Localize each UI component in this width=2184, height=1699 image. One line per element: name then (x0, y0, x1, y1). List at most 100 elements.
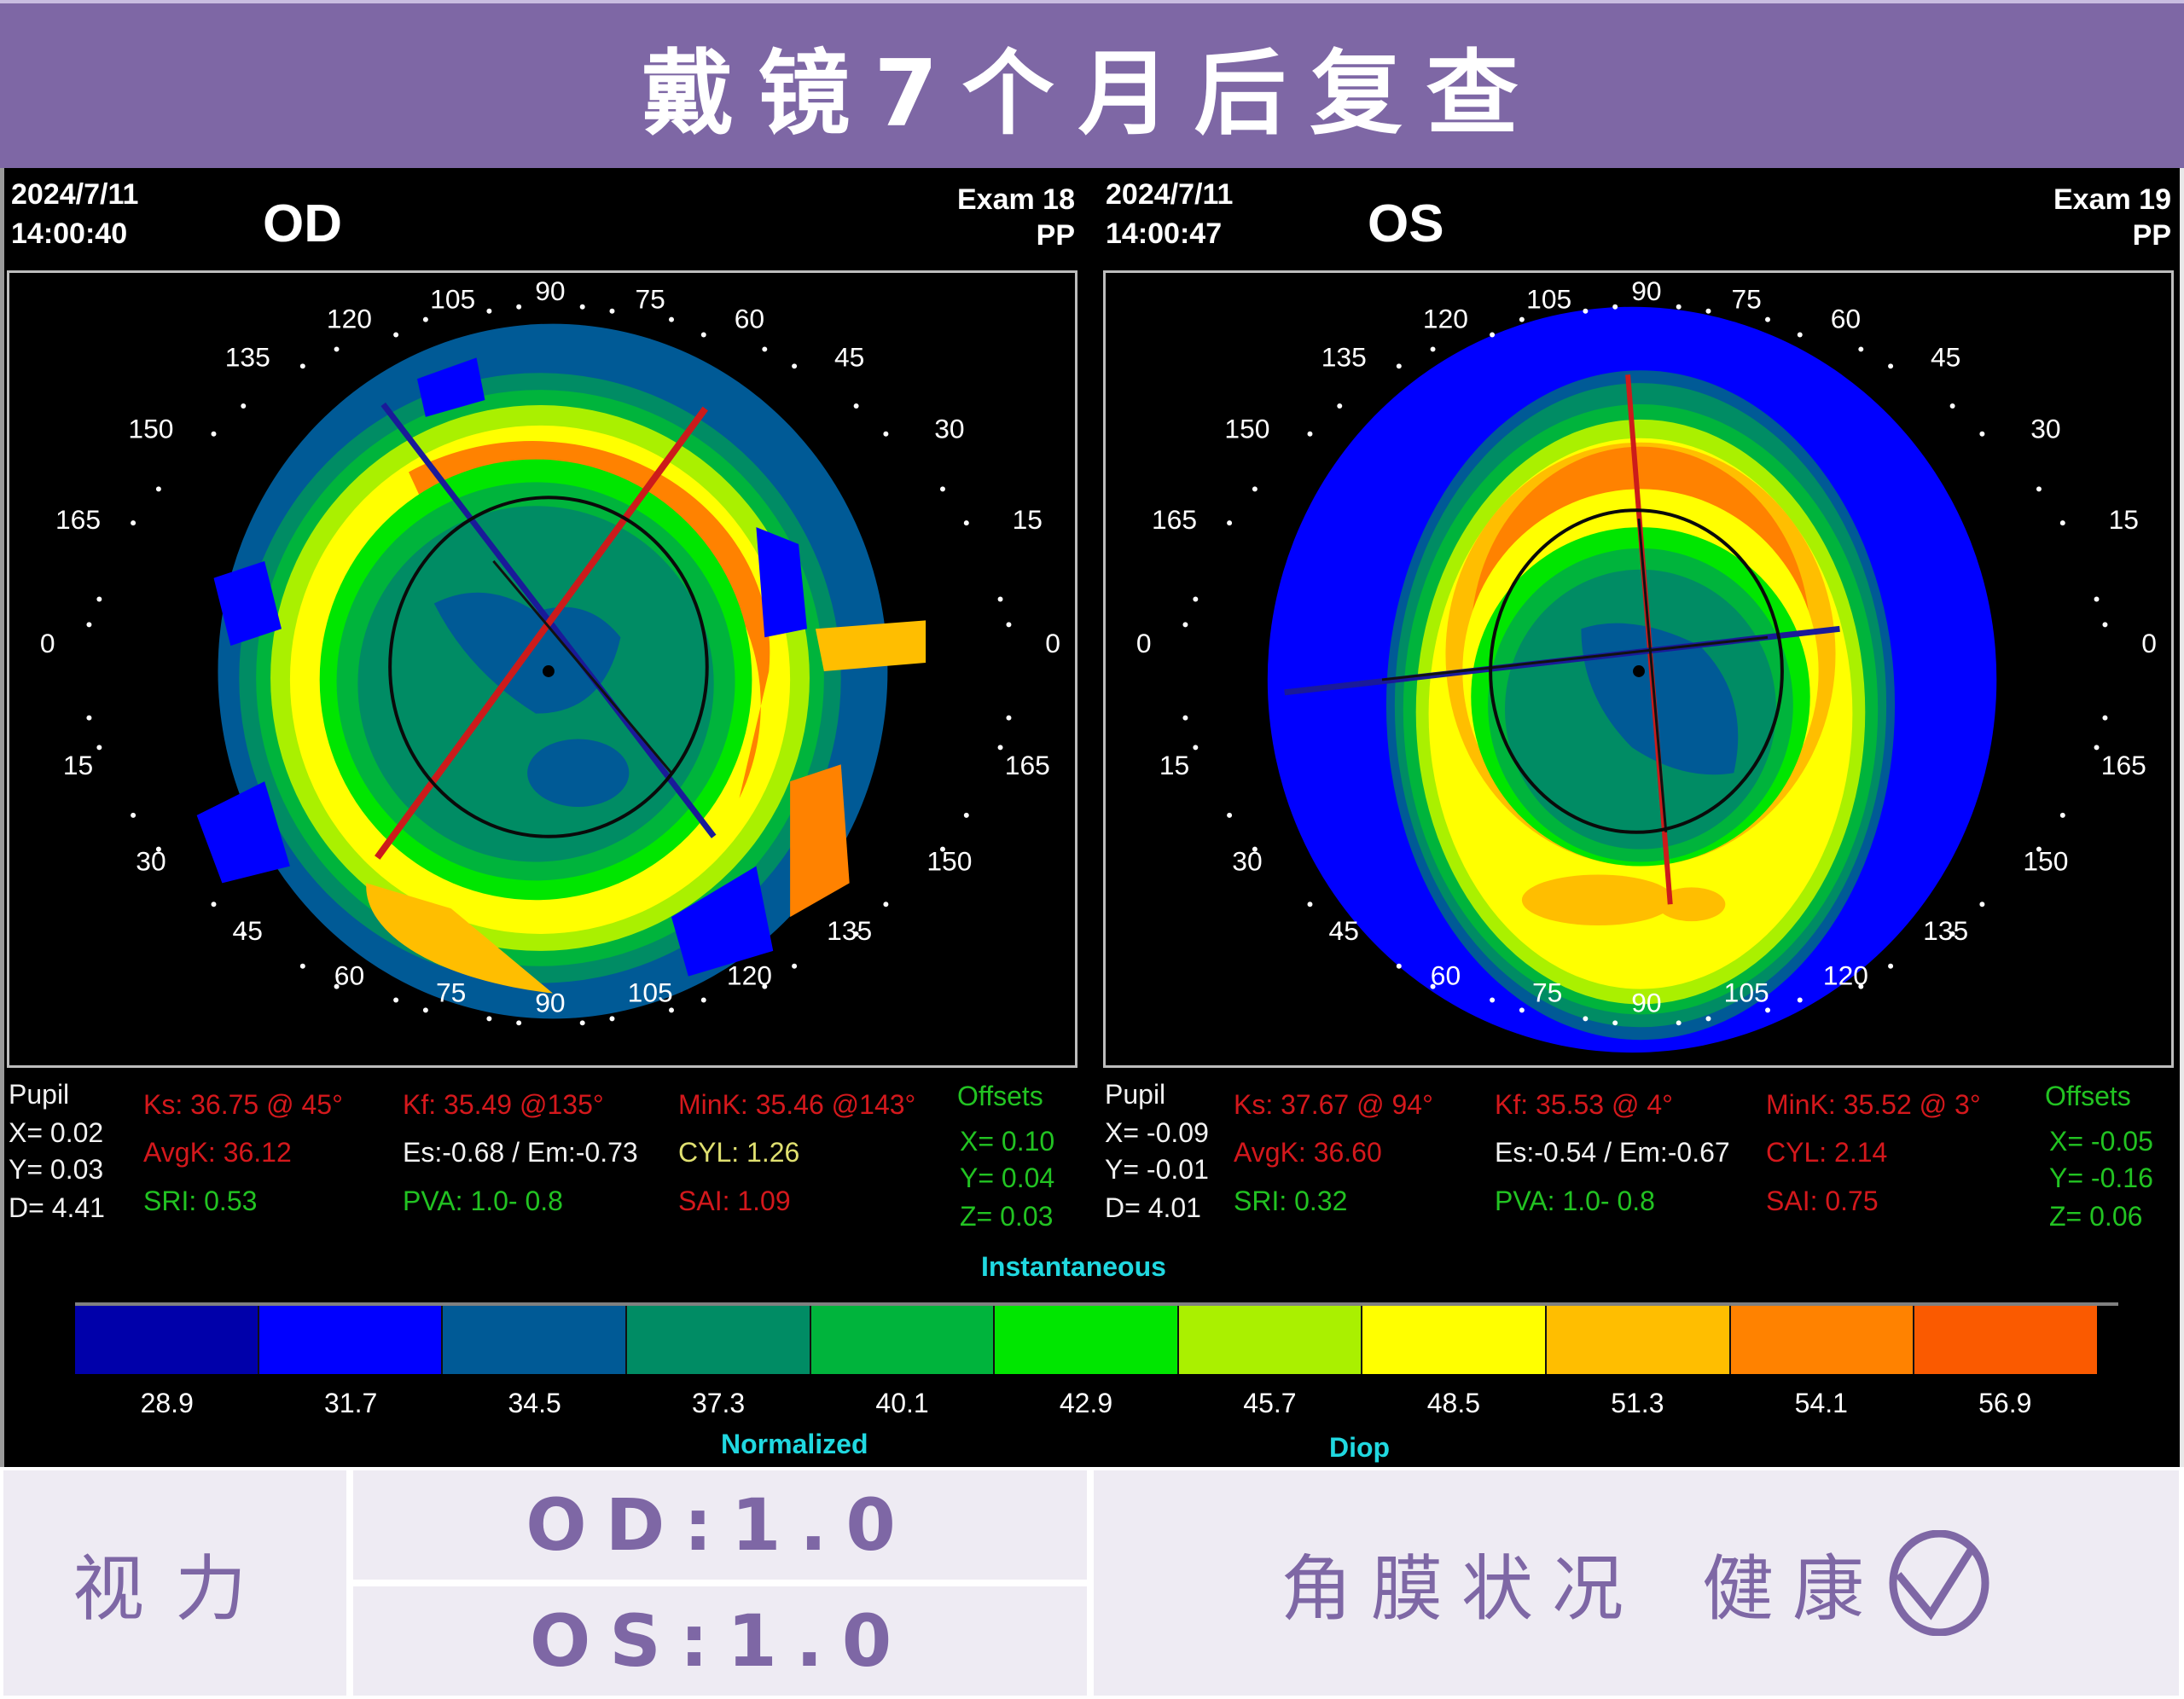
od-offset-z: Z= 0.03 (960, 1201, 1054, 1232)
page-title: 戴镜7个月后复查 (642, 40, 1542, 148)
os-eye-label: OS (1368, 194, 1444, 253)
od-sri: SRI: 0.53 (143, 1186, 258, 1216)
os-exam-date: 2024/7/11 (1106, 178, 1234, 211)
svg-text:135: 135 (225, 341, 270, 372)
od-center-marker (542, 665, 555, 677)
swatch-42-9 (995, 1306, 1179, 1374)
svg-text:105: 105 (430, 284, 475, 315)
od-angle-labels: 90 105 75 120 60 135 45 150 30 165 15 0 … (40, 275, 1060, 1018)
os-stats: Pupil X= -0.09 Y= -0.01 D= 4.01 Ks: 37.6… (1101, 1081, 2184, 1230)
os-topography-map[interactable]: 90 105 75 120 60 135 45 150 30 165 15 0 … (1103, 270, 2174, 1068)
scale-value: 28.9 (140, 1388, 194, 1418)
svg-text:165: 165 (1005, 750, 1050, 780)
os-pupil-y: Y= -0.01 (1105, 1154, 1209, 1185)
svg-text:105: 105 (1724, 977, 1769, 1007)
od-offset-x: X= 0.10 (960, 1126, 1055, 1157)
scale-value: 54.1 (1794, 1388, 1848, 1418)
os-offset-z: Z= 0.06 (2049, 1201, 2143, 1232)
vision-label: 视力 (3, 1470, 346, 1696)
svg-text:30: 30 (136, 845, 166, 876)
scale-value: 31.7 (324, 1388, 378, 1418)
swatch-34-5 (443, 1306, 627, 1374)
svg-text:90: 90 (1631, 275, 1661, 306)
os-avgk: AvgK: 36.60 (1234, 1137, 1382, 1168)
od-stats: Pupil X= 0.02 Y= 0.03 D= 4.41 Ks: 36.75 … (4, 1081, 1096, 1230)
od-eye-label: OD (263, 194, 342, 253)
svg-text:165: 165 (55, 504, 101, 535)
os-center-marker (1633, 665, 1645, 677)
svg-text:45: 45 (233, 915, 263, 946)
svg-text:90: 90 (1631, 987, 1661, 1018)
os-offsets-label: Offsets (2045, 1081, 2131, 1111)
svg-text:75: 75 (436, 977, 466, 1007)
cornea-label: 角膜状况 (1280, 1546, 1642, 1631)
svg-text:60: 60 (334, 960, 364, 991)
os-tick-dots (1182, 304, 2108, 1026)
color-scale-labels: 28.9 31.7 34.5 37.3 40.1 42.9 45.7 48.5 … (75, 1388, 2097, 1419)
os-header: 2024/7/11 14:00:47 OS Exam 19 PP (1099, 168, 2180, 270)
scale-type-label: Normalized (721, 1429, 868, 1459)
scale-value: 48.5 (1426, 1388, 1481, 1418)
os-kf: Kf: 35.53 @ 4° (1495, 1089, 1673, 1120)
svg-text:0: 0 (2141, 628, 2157, 658)
topography-panel: 2024/7/11 14:00:40 OD Exam 18 PP 2024/7/… (0, 168, 2184, 1467)
od-offset-y: Y= 0.04 (960, 1163, 1055, 1193)
od-ks: Ks: 36.75 @ 45° (143, 1089, 343, 1120)
swatch-48-5 (1362, 1306, 1548, 1374)
od-pupil-x: X= 0.02 (9, 1117, 104, 1148)
od-mink: MinK: 35.46 @143° (678, 1089, 916, 1120)
svg-text:150: 150 (1224, 414, 1269, 444)
od-cyl: CYL: 1.26 (678, 1137, 800, 1168)
svg-text:105: 105 (628, 977, 673, 1007)
swatch-56-9 (1914, 1306, 2098, 1374)
od-topography-map[interactable]: 90 105 75 120 60 135 45 150 30 165 15 0 … (7, 270, 1077, 1068)
check-circle-icon (1889, 1530, 1989, 1636)
os-sri: SRI: 0.32 (1234, 1186, 1348, 1216)
od-pupil-d: D= 4.41 (9, 1192, 105, 1223)
scale-value: 51.3 (1611, 1388, 1664, 1418)
os-offset-y: Y= -0.16 (2049, 1163, 2153, 1193)
os-pupil-x: X= -0.09 (1105, 1117, 1209, 1148)
od-offsets-label: Offsets (957, 1081, 1043, 1111)
svg-text:75: 75 (1532, 977, 1562, 1007)
legend-title: Instantaneous (981, 1251, 1166, 1282)
svg-text:165: 165 (1152, 504, 1197, 535)
os-pva: PVA: 1.0- 0.8 (1495, 1186, 1655, 1216)
svg-text:0: 0 (1045, 628, 1060, 658)
svg-text:90: 90 (535, 275, 565, 306)
svg-text:15: 15 (1013, 504, 1043, 535)
os-ks: Ks: 37.67 @ 94° (1234, 1089, 1433, 1120)
scale-value: 42.9 (1059, 1388, 1113, 1418)
swatch-31-7 (258, 1306, 444, 1374)
od-exam-date: 2024/7/11 (11, 178, 139, 211)
os-es-em: Es:-0.54 / Em:-0.67 (1495, 1137, 1730, 1168)
scale-unit-label: Diop (1329, 1432, 1391, 1463)
svg-text:60: 60 (735, 304, 764, 334)
od-kf: Kf: 35.49 @135° (403, 1089, 604, 1120)
legend-divider (75, 1302, 2118, 1306)
od-vision-value: OD:1.0 (353, 1470, 1087, 1580)
cornea-status: 健康 (1702, 1546, 1884, 1631)
svg-text:75: 75 (1732, 284, 1762, 315)
svg-text:60: 60 (1431, 960, 1461, 991)
cornea-status-cell: 角膜状况 健康 (1094, 1470, 2179, 1696)
swatch-28-9 (75, 1306, 259, 1374)
svg-text:135: 135 (1321, 341, 1367, 372)
od-pupil-outline (388, 496, 709, 838)
scale-value: 40.1 (875, 1388, 929, 1418)
scale-value: 45.7 (1243, 1388, 1297, 1418)
svg-text:150: 150 (2023, 845, 2068, 876)
svg-text:15: 15 (1159, 750, 1189, 780)
od-pupil-y: Y= 0.03 (9, 1154, 104, 1185)
os-pupil-label: Pupil (1105, 1079, 1166, 1110)
scale-value: 37.3 (691, 1388, 746, 1418)
od-sai: SAI: 1.09 (678, 1186, 791, 1216)
svg-text:15: 15 (63, 750, 93, 780)
od-header: 2024/7/11 14:00:40 OD Exam 18 PP (4, 168, 1083, 270)
swatch-51-3 (1547, 1306, 1731, 1374)
od-color-map (196, 323, 926, 1019)
svg-text:45: 45 (1931, 341, 1960, 372)
swatch-54-1 (1730, 1306, 1915, 1374)
os-mink: MinK: 35.52 @ 3° (1766, 1089, 1981, 1120)
svg-text:135: 135 (827, 915, 872, 946)
